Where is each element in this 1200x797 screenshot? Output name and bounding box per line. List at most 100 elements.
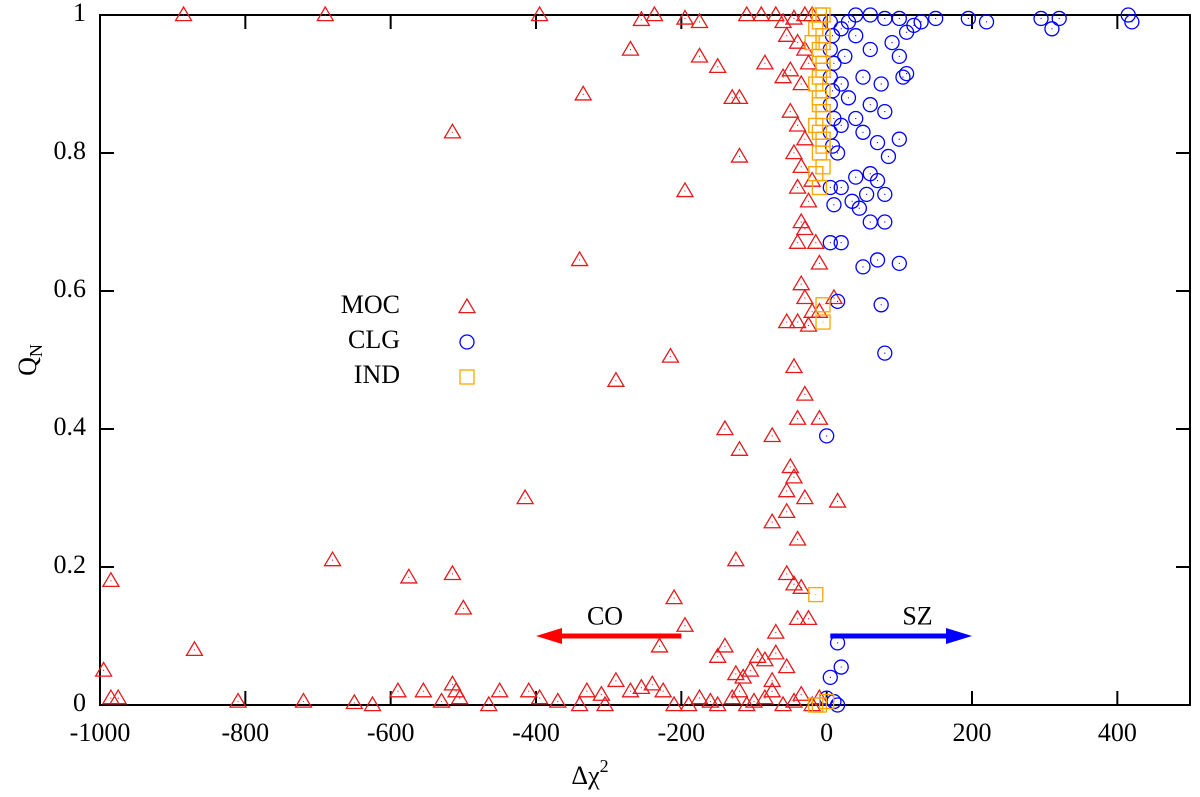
y-tick-label: 0.6 [54,274,87,303]
point-dot [815,242,817,244]
data-point [795,40,815,56]
data-point [1033,10,1049,27]
data-point [913,14,929,30]
data-point [877,214,893,230]
data-point [877,186,893,203]
point-dot [822,35,824,37]
data-point [443,564,462,581]
data-point [530,688,549,705]
point-dot [110,580,112,582]
point-dot [822,117,824,120]
point-dot [786,511,788,513]
data-point [316,5,335,22]
data-point [388,681,408,698]
point-dot [804,14,806,16]
data-point [815,297,831,313]
data-point [661,347,680,363]
data-point [788,530,807,546]
data-point [432,692,451,708]
point-dot [800,166,802,168]
legend-label: CLG [348,325,400,354]
point-dot [324,14,326,16]
point-dot [831,145,834,147]
point-dot [833,297,835,299]
point-dot [557,700,559,703]
point-dot [935,17,937,20]
data-point [1120,7,1136,23]
x-tick-label: 0 [820,718,833,747]
point-dot [579,704,581,706]
point-dot [524,497,526,499]
point-dot [640,19,642,21]
data-point [777,564,796,581]
point-dot [818,186,821,189]
data-point [781,60,800,77]
point-dot [847,21,850,23]
point-dot [840,242,842,244]
point-dot [818,262,821,264]
y-tick-label: 0.4 [54,412,87,441]
point-dot [488,704,490,706]
point-dot [818,704,821,706]
point-dot [640,687,642,689]
data-point [443,675,462,691]
point-dot [662,690,664,692]
data-point [822,669,838,686]
data-point [748,647,767,663]
data-point [788,409,807,425]
point-dot [331,559,334,561]
annotation-label: SZ [902,602,932,631]
point-dot [884,221,886,223]
point-dot [869,173,871,175]
data-point [414,681,433,698]
data-point [708,57,727,73]
point-dot [840,28,842,30]
point-dot [800,221,802,223]
data-point [479,695,498,712]
point-dot [604,704,606,706]
point-dot [786,666,788,668]
point-dot [615,680,617,682]
point-dot [786,490,788,492]
y-tick-label: 0.2 [54,550,87,579]
data-point [822,235,838,251]
point-dot [840,124,842,126]
x-axis-label: Δχ2 [571,756,608,790]
point-dot [422,690,424,692]
data-point [632,678,651,694]
point-dot [629,48,632,51]
data-point [960,10,977,27]
point-dot [862,131,864,133]
data-point [730,88,749,105]
point-dot [840,83,842,85]
y-label-base: Q [13,357,42,376]
data-point [784,468,804,484]
data-point [654,681,673,698]
data-point [826,197,842,213]
point-dot [753,700,755,703]
data-point [869,172,886,189]
data-point [869,252,886,268]
data-point [323,550,342,567]
point-dot [724,645,726,647]
point-dot [836,500,839,503]
data-point [763,681,782,698]
data-point [763,426,782,443]
point-dot [898,55,900,58]
point-dot [831,90,834,92]
point-dot [528,690,530,692]
data-point [777,312,796,329]
x-tick-label: 400 [1098,718,1137,747]
data-point [101,571,121,588]
x-tick-label: -600 [367,718,415,747]
data-point [450,688,469,705]
point-dot [586,690,588,692]
data-point [808,586,824,603]
point-dot [110,697,112,699]
data-point [690,47,709,63]
data-point [799,609,818,625]
point-dot [826,435,828,437]
data-point [574,85,593,101]
data-point [788,233,807,249]
point-dot [804,228,806,230]
